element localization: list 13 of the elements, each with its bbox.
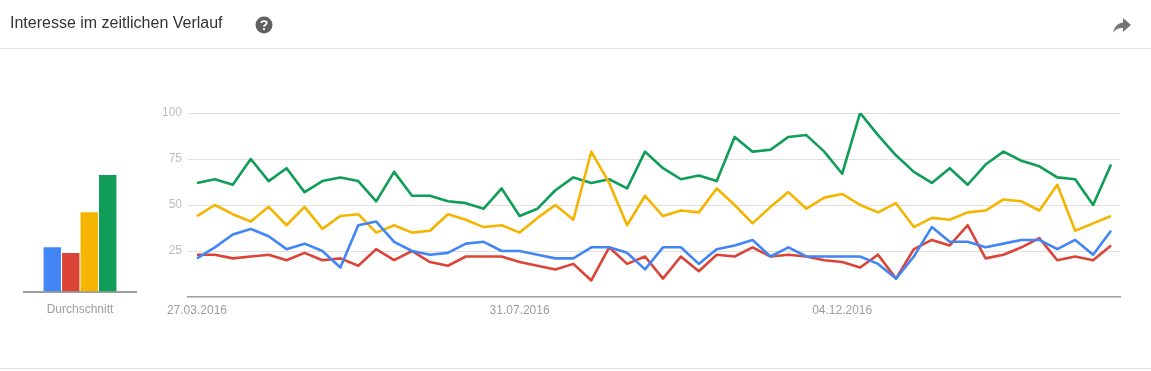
y-tick-label: 25 — [168, 243, 183, 258]
y-tick-label: 50 — [168, 197, 183, 212]
bar — [80, 212, 98, 292]
bar — [62, 253, 80, 292]
y-tick-label: 75 — [168, 151, 183, 166]
y-tick-label: 100 — [161, 105, 183, 120]
bar — [43, 247, 61, 292]
x-tick-label: 31.07.2016 — [489, 302, 550, 317]
x-tick-label: 27.03.2016 — [166, 302, 228, 317]
x-tick-label: 04.12.2016 — [812, 302, 873, 317]
chart-title: Interesse im zeitlichen Verlauf — [10, 14, 223, 32]
x-tick-label: Durchschnitt — [46, 302, 115, 317]
bar — [99, 175, 117, 292]
